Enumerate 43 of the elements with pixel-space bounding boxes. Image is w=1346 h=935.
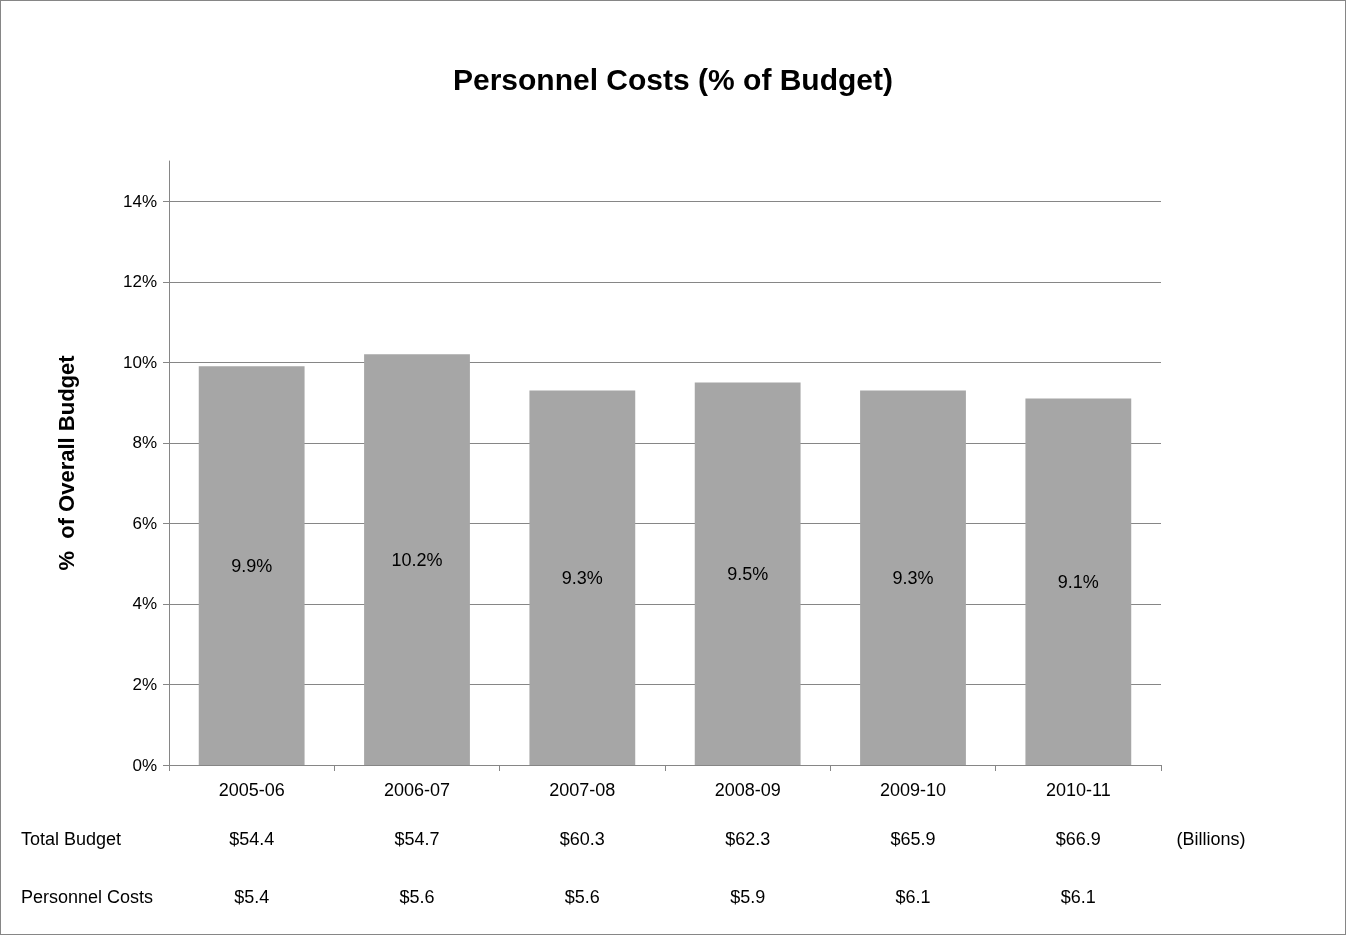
y-tick-label: 0% bbox=[132, 755, 157, 775]
x-tick-label: 2005-06 bbox=[218, 780, 285, 800]
data-label: 9.9% bbox=[231, 555, 273, 576]
text: $54.4 bbox=[229, 829, 275, 849]
chart-title: Personnel Costs (% of Budget) bbox=[452, 62, 894, 96]
text: $5.6 bbox=[399, 887, 435, 907]
text: $6.1 bbox=[895, 887, 931, 907]
y-tick-label: 2% bbox=[132, 674, 157, 694]
bar bbox=[529, 390, 636, 765]
bar bbox=[694, 382, 801, 765]
bar bbox=[198, 366, 305, 765]
text: $5.9 bbox=[730, 887, 766, 907]
y-tick-label: 10% bbox=[122, 352, 157, 372]
text: $66.9 bbox=[1055, 829, 1101, 849]
x-tick-label: 2010-11 bbox=[1045, 780, 1111, 800]
y-tick-label: 8% bbox=[132, 433, 157, 453]
bar bbox=[860, 390, 966, 765]
data-label: 10.2% bbox=[391, 549, 443, 570]
y-tick-label: 4% bbox=[132, 594, 157, 614]
x-tick-label: 2008-09 bbox=[714, 780, 781, 800]
text: $60.3 bbox=[559, 829, 605, 849]
y-tick-label: 12% bbox=[122, 272, 157, 292]
text: (Billions) bbox=[1176, 829, 1246, 849]
text: $6.1 bbox=[1060, 887, 1096, 907]
bar bbox=[364, 354, 470, 765]
text: $5.4 bbox=[234, 887, 270, 907]
text: $62.3 bbox=[725, 829, 771, 849]
text: $65.9 bbox=[890, 829, 936, 849]
bar bbox=[1025, 398, 1132, 765]
data-label: 9.3% bbox=[561, 567, 603, 588]
data-label: 9.1% bbox=[1057, 571, 1099, 592]
x-tick-label: 2006-07 bbox=[383, 780, 451, 800]
y-tick-label: 6% bbox=[132, 513, 157, 533]
text: $54.7 bbox=[394, 829, 440, 849]
y-tick-label: 14% bbox=[122, 191, 157, 211]
data-label: 9.3% bbox=[892, 567, 934, 588]
x-tick-label: 2009-10 bbox=[879, 780, 947, 800]
text: $5.6 bbox=[564, 887, 600, 907]
x-tick-label: 2007-08 bbox=[549, 780, 616, 800]
y-axis-title: % of Overall Budget bbox=[53, 354, 79, 571]
data-label: 9.5% bbox=[727, 563, 769, 584]
text: Total Budget bbox=[21, 829, 122, 849]
text: Personnel Costs bbox=[21, 887, 154, 907]
